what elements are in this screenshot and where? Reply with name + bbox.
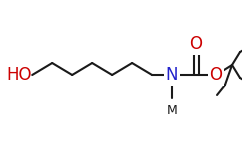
Text: HO: HO <box>7 66 32 84</box>
Text: N: N <box>166 66 178 84</box>
Text: M: M <box>167 104 177 117</box>
Text: O: O <box>210 66 223 84</box>
Text: O: O <box>189 35 203 53</box>
